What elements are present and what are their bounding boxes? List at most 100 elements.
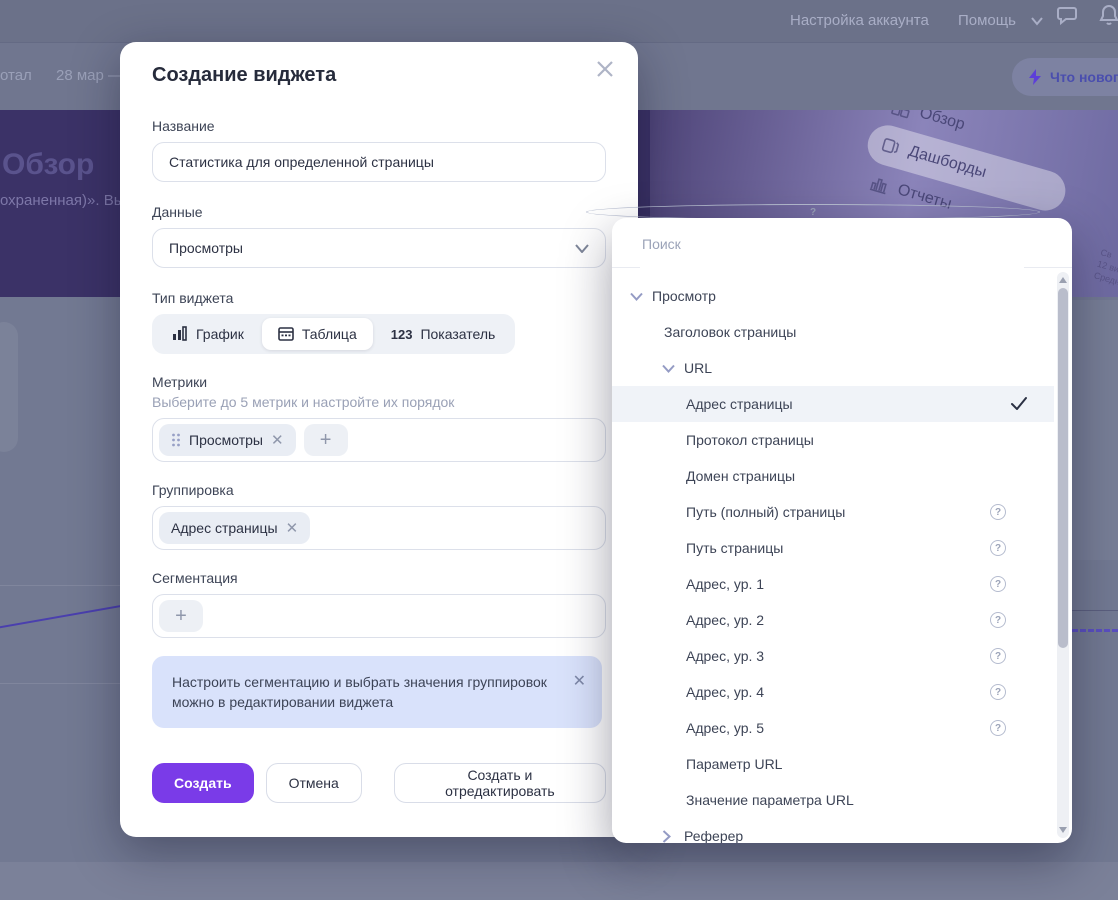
top-bar: Настройка аккаунта Помощь (0, 0, 1118, 42)
info-notice: Настроить сегментацию и выбрать значения… (152, 656, 602, 728)
segmentation-field[interactable]: + (152, 594, 606, 638)
data-label: Данные (152, 204, 203, 220)
chip-remove-icon[interactable]: ✕ (271, 432, 284, 449)
promo-menu-item: Дашборды (862, 120, 1071, 216)
help-icon[interactable]: ? (990, 612, 1006, 628)
check-icon (1011, 397, 1027, 410)
toolbar-tab-fragment[interactable]: отал (0, 67, 32, 84)
chip-remove-icon[interactable]: ✕ (285, 520, 299, 537)
bell-icon[interactable] (1098, 3, 1118, 27)
help-icon[interactable]: ? (990, 684, 1006, 700)
help-icon[interactable]: ? (990, 540, 1006, 556)
tree-item-label: Путь (полный) страницы (686, 504, 846, 520)
background-chart-dashed-line (1072, 629, 1118, 632)
metrics-label: Метрики (152, 374, 208, 390)
cancel-button[interactable]: Отмена (265, 763, 362, 803)
whats-new-button[interactable]: Что новог (1012, 58, 1118, 96)
widget-type-option[interactable]: 123 Показатель (375, 318, 512, 350)
create-widget-modal: Создание виджета Название Данные ? Просм… (120, 42, 1040, 837)
widget-type-selected-option[interactable]: Таблица (261, 318, 373, 350)
tree-item[interactable]: Адрес, ур. 1? (612, 566, 1054, 602)
grouping-tree: Просмотр Заголовок страницы URL Адрес стран… (612, 268, 1054, 843)
numbers-prefix: 123 (390, 326, 413, 342)
chip[interactable]: Просмотры ✕ (159, 424, 296, 456)
tree-item[interactable]: URL (612, 350, 1054, 386)
search-input[interactable] (640, 218, 1024, 269)
tree-item[interactable]: Реферер (612, 818, 1054, 843)
notice-text: Настроить сегментацию и выбрать значения… (172, 674, 547, 710)
help-icon[interactable]: ? (990, 504, 1006, 520)
chat-bubble-icon[interactable] (1056, 3, 1080, 27)
scrollbar[interactable] (1057, 272, 1069, 838)
tree-item[interactable]: Путь страницы? (612, 530, 1054, 566)
help-menu[interactable]: Помощь (958, 12, 1016, 29)
tree-item-label: Адрес, ур. 3 (686, 648, 765, 664)
date-range-picker[interactable]: 28 мар — (56, 67, 124, 84)
help-icon[interactable]: ? (990, 720, 1006, 736)
lightning-bolt-icon (1029, 69, 1041, 85)
tree-item-label: Значение параметра URL (686, 792, 854, 808)
background-card-right (1072, 300, 1118, 560)
selected-check-icon (1010, 396, 1028, 415)
help-icon[interactable]: ? (990, 576, 1006, 592)
scrollbar-thumb[interactable] (1058, 288, 1068, 648)
create-and-edit-button[interactable]: Создать и отредактировать (393, 763, 606, 803)
tree-item[interactable]: Домен страницы (612, 458, 1054, 494)
chevron-down-icon (630, 292, 643, 301)
segmentation-label: Сегментация (152, 570, 238, 586)
promo-menu-item: Обзор (874, 110, 1118, 192)
background-bottom-band (0, 862, 1118, 900)
chevron-down-icon (1031, 17, 1043, 26)
tree-item-label: Адрес, ур. 4 (686, 684, 765, 700)
search-row (612, 218, 1072, 269)
widget-type-segmented-control: График Таблица 123 Показатель (152, 314, 516, 354)
data-source-select[interactable]: Просмотры (152, 228, 606, 268)
tree-item[interactable]: Параметр URL (612, 746, 1054, 782)
tree-item[interactable]: Путь (полный) страницы? (612, 494, 1054, 530)
tree-item-label: Путь страницы (686, 540, 784, 556)
scroll-up-arrow[interactable] (1059, 277, 1067, 283)
promo-menu-item: Отчеты (852, 159, 1113, 269)
chip[interactable]: Адрес страницы ✕ (159, 512, 311, 544)
chip-label: Адрес страницы (171, 520, 278, 536)
widget-type-label: График (196, 326, 244, 342)
grouping-field[interactable]: Адрес страницы ✕ (152, 506, 606, 550)
banner-subtitle: охраненная)». Вы (0, 192, 125, 209)
grid-icon (891, 110, 910, 119)
widget-type-label: Показатель (420, 326, 496, 342)
tree-item[interactable]: Просмотр (612, 278, 1054, 314)
tree-item[interactable]: Адрес, ур. 5? (612, 710, 1054, 746)
chip-label: Просмотры (189, 432, 263, 448)
tree-item[interactable]: Адрес, ур. 4? (612, 674, 1054, 710)
add-segmentation-button[interactable]: + (159, 600, 203, 632)
tree-item[interactable]: Адрес, ур. 2? (612, 602, 1054, 638)
create-button[interactable]: Создать (152, 763, 254, 803)
metrics-field[interactable]: Просмотры ✕ + (152, 418, 606, 462)
chevron-expanded-icon[interactable] (630, 292, 652, 301)
dashboard-icon (881, 138, 900, 154)
banner-title: Обзор (2, 148, 95, 181)
tree-item-label: Адрес, ур. 1 (686, 576, 765, 592)
tree-item[interactable]: Заголовок страницы (612, 314, 1054, 350)
scroll-down-arrow[interactable] (1059, 827, 1067, 833)
tree-item-label: Адрес страницы (686, 396, 793, 412)
grouping-dropdown-panel: Просмотр Заголовок страницы URL Адрес стран… (612, 218, 1072, 843)
chevron-collapsed-icon[interactable] (662, 829, 684, 843)
close-icon[interactable] (594, 58, 616, 80)
chevron-expanded-icon[interactable] (662, 364, 684, 373)
help-icon[interactable]: ? (990, 648, 1006, 664)
notice-close-icon[interactable]: ✕ (572, 673, 586, 690)
widget-type-label: Тип виджета (152, 290, 234, 306)
widget-type-option[interactable]: График (156, 318, 260, 350)
tree-item-label: Адрес, ур. 5 (686, 720, 765, 736)
widget-name-input[interactable] (152, 142, 606, 182)
background-card (0, 322, 18, 452)
tree-item[interactable]: Протокол страницы (612, 422, 1054, 458)
account-settings-link[interactable]: Настройка аккаунта (790, 12, 929, 29)
tree-item[interactable]: Значение параметра URL (612, 782, 1054, 818)
tree-item[interactable]: Адрес, ур. 3? (612, 638, 1054, 674)
bar-chart-icon (173, 326, 187, 341)
report-icon (869, 178, 887, 195)
add-metric-button[interactable]: + (303, 424, 348, 456)
tree-item[interactable]: Адрес страницы (612, 386, 1054, 422)
